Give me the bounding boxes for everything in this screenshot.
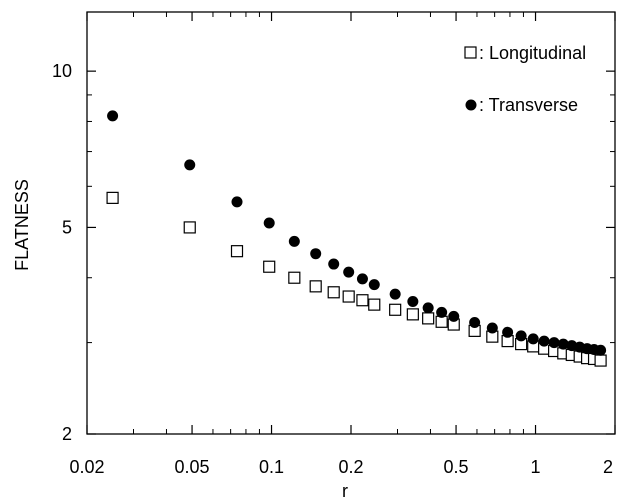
longitudinal-point (435, 315, 448, 328)
transverse-point (469, 316, 481, 328)
legend: : Longitudinal : Transverse (464, 43, 586, 115)
legend-label-longitudinal: : Longitudinal (479, 43, 586, 63)
longitudinal-point (342, 290, 355, 303)
transverse-point (515, 330, 527, 342)
transverse-point (343, 266, 355, 278)
x-tick-label: 1 (531, 457, 541, 477)
transverse-point (422, 302, 434, 314)
transverse-point (448, 310, 460, 322)
y-tick-label: 5 (62, 217, 72, 237)
x-tick-label: 0.2 (338, 457, 363, 477)
y-tick-label: 2 (62, 424, 72, 444)
longitudinal-point (106, 191, 119, 204)
legend-label-transverse: : Transverse (479, 95, 578, 115)
x-tick-label: 0.02 (69, 457, 104, 477)
transverse-point (502, 326, 514, 338)
longitudinal-point (594, 354, 607, 367)
longitudinal-point (327, 286, 340, 299)
transverse-point (368, 279, 380, 291)
transverse-point (328, 258, 340, 270)
transverse-point (356, 273, 368, 285)
transverse-point (595, 344, 607, 356)
transverse-point (263, 217, 275, 229)
longitudinal-point (309, 280, 322, 293)
transverse-point (548, 337, 560, 349)
longitudinal-point (389, 303, 402, 316)
transverse-point (288, 235, 300, 247)
longitudinal-point (230, 245, 244, 258)
transverse-point (557, 338, 569, 350)
longitudinal-point (406, 308, 419, 321)
y-tick-label: 10 (52, 61, 72, 81)
transverse-point (231, 196, 243, 208)
longitudinal-point (288, 271, 301, 284)
data-points (106, 110, 607, 367)
y-axis-label: FLATNESS (12, 179, 32, 271)
x-tick-label: 0.05 (175, 457, 210, 477)
longitudinal-point (422, 312, 435, 325)
y-axis-ticks: 2 5 10 (52, 61, 615, 444)
longitudinal-point (356, 294, 369, 307)
transverse-point (310, 248, 322, 260)
transverse-point (184, 159, 196, 171)
transverse-point (107, 110, 119, 122)
transverse-point (486, 322, 498, 334)
transverse-point (389, 288, 401, 300)
transverse-point (538, 335, 550, 347)
transverse-point (436, 306, 448, 318)
longitudinal-point (263, 260, 276, 273)
transverse-point (407, 295, 419, 307)
transverse-point (527, 333, 539, 345)
x-axis-label: r (342, 481, 348, 499)
x-tick-label: 0.1 (259, 457, 284, 477)
longitudinal-point (183, 221, 196, 234)
legend-marker-longitudinal (464, 46, 477, 59)
x-tick-label: 0.5 (444, 457, 469, 477)
x-axis-ticks: 0.02 0.05 0.1 0.2 0.5 1 2 (69, 12, 616, 477)
x-tick-label: 2 (603, 457, 613, 477)
legend-marker-transverse (465, 99, 477, 111)
longitudinal-point (368, 298, 381, 311)
plot-frame (86, 11, 616, 435)
